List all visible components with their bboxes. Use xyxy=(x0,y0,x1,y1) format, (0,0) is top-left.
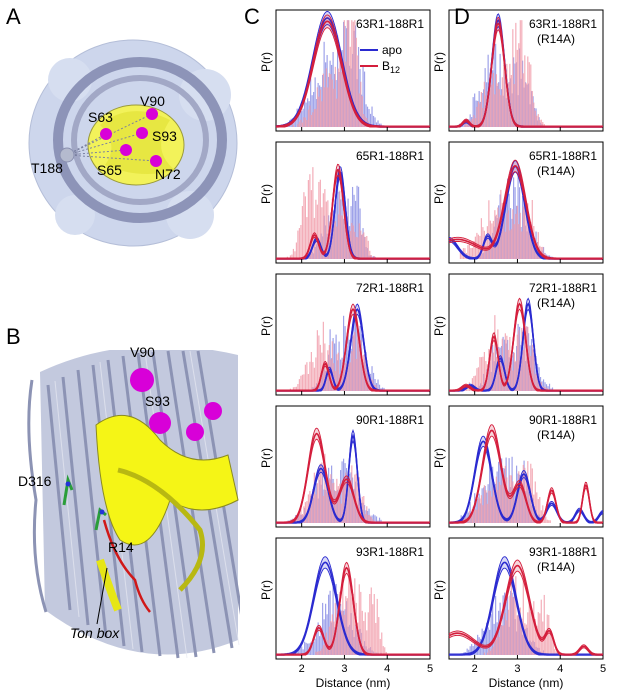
y-axis-label: P(r) xyxy=(432,580,446,600)
apo-fit-line xyxy=(449,445,604,524)
chart-frame xyxy=(275,141,431,264)
x-axis-label: Distance (nm) xyxy=(316,676,391,690)
panel-label-c: C xyxy=(244,4,260,29)
b12-fit-line xyxy=(449,435,603,524)
label-ton-box-b: Ton box xyxy=(70,625,120,641)
chart-subtitle: (R14A) xyxy=(537,32,575,46)
label-s65-a: S65 xyxy=(97,162,122,178)
chart-panel: 72R1-188R1(R14A) P(r) xyxy=(432,273,604,396)
chart-subtitle: (R14A) xyxy=(537,164,575,178)
chart-panel: 65R1-188R1 P(r) xyxy=(259,141,431,264)
b12-fit-line xyxy=(276,438,430,524)
label-d316-b: D316 xyxy=(18,473,52,489)
chart-frame xyxy=(275,273,431,396)
chart-panel: 63R1-188R1 P(r) xyxy=(259,9,431,132)
structure-b-image xyxy=(27,350,240,659)
chart-subtitle: (R14A) xyxy=(537,428,575,442)
y-axis-label: P(r) xyxy=(432,316,446,336)
panel-label-b: B xyxy=(6,324,21,349)
legend-b12-label: B12 xyxy=(382,59,400,75)
chart-panel: 72R1-188R1 P(r) xyxy=(259,273,431,396)
x-tick-label: 2 xyxy=(472,663,478,675)
structure-a-image xyxy=(28,39,238,247)
chart-frame xyxy=(448,405,604,528)
chart-subtitle: (R14A) xyxy=(537,560,575,574)
chart-title: 63R1-188R1 xyxy=(529,17,597,31)
legend-b12-subscript: 12 xyxy=(390,65,400,75)
y-axis-label: P(r) xyxy=(432,52,446,72)
b12-fit-line xyxy=(448,559,603,655)
chart-panel: 93R1-188R1 P(r) 2 3 4 5 Distance (nm) xyxy=(259,537,433,690)
b12-fit-line xyxy=(448,564,603,656)
b12-fit-line xyxy=(448,570,603,656)
b12-fit-line xyxy=(448,171,603,260)
label-s63-a: S63 xyxy=(88,109,113,125)
x-axis-label: Distance (nm) xyxy=(489,676,564,690)
chart-frame xyxy=(275,537,431,660)
chart-frame xyxy=(448,141,604,264)
chart-panel: 90R1-188R1 P(r) xyxy=(259,405,431,528)
y-axis-label: P(r) xyxy=(259,52,273,72)
label-s93-a: S93 xyxy=(152,128,177,144)
chart-panel: 65R1-188R1(R14A) P(r) xyxy=(432,141,604,264)
apo-fit-line xyxy=(449,567,603,656)
chart-title: 72R1-188R1 xyxy=(356,281,424,295)
chart-subtitle: (R14A) xyxy=(537,296,575,310)
chart-title: 93R1-188R1 xyxy=(529,545,597,559)
chart-panel: 90R1-188R1(R14A) P(r) xyxy=(432,405,604,528)
label-s93-b: S93 xyxy=(145,393,170,409)
label-t188-a: T188 xyxy=(31,160,63,176)
chart-frame xyxy=(448,273,604,396)
chart-title: 90R1-188R1 xyxy=(529,413,597,427)
chart-panel: 63R1-188R1(R14A) P(r) xyxy=(432,9,604,132)
label-n72-a: N72 xyxy=(155,166,181,182)
x-tick-label: 5 xyxy=(427,663,433,675)
y-axis-label: P(r) xyxy=(259,580,273,600)
panel-label-d: D xyxy=(454,4,470,29)
y-axis-label: P(r) xyxy=(432,448,446,468)
y-axis-label: P(r) xyxy=(259,316,273,336)
chart-frame xyxy=(448,537,604,660)
legend-b12-base: B xyxy=(382,59,390,73)
x-tick-label: 5 xyxy=(600,663,606,675)
chart-title: 93R1-188R1 xyxy=(356,545,424,559)
x-tick-label: 3 xyxy=(514,663,520,675)
distance-distribution-charts: 63R1-188R1 P(r) 65R1-188R1 P(r) 72R1-188R1 P(… xyxy=(259,9,606,690)
chart-title: 63R1-188R1 xyxy=(356,17,424,31)
x-tick-label: 4 xyxy=(384,663,390,675)
b12-fit-line xyxy=(276,303,430,391)
x-tick-label: 3 xyxy=(341,663,347,675)
x-tick-label: 4 xyxy=(557,663,563,675)
y-axis-label: P(r) xyxy=(259,448,273,468)
chart-frame xyxy=(275,405,431,528)
label-r14-b: R14 xyxy=(108,539,134,555)
chart-title: 90R1-188R1 xyxy=(356,413,424,427)
y-axis-label: P(r) xyxy=(432,184,446,204)
legend-apo-label: apo xyxy=(382,43,402,57)
b12-fit-line xyxy=(276,27,430,128)
chart-title: 72R1-188R1 xyxy=(529,281,597,295)
label-v90-b: V90 xyxy=(130,344,155,360)
y-axis-label: P(r) xyxy=(259,184,273,204)
chart-title: 65R1-188R1 xyxy=(356,149,424,163)
b12-fit-line xyxy=(449,429,603,524)
b12-fit-line xyxy=(449,16,603,127)
chart-frame xyxy=(448,9,604,132)
label-v90-a: V90 xyxy=(140,93,165,109)
chart-title: 65R1-188R1 xyxy=(529,149,597,163)
apo-fit-line xyxy=(449,440,604,524)
chart-frame xyxy=(275,9,431,132)
chart-panel: 93R1-188R1(R14A) P(r) 2 3 4 5 Distance (nm) xyxy=(432,537,606,690)
panel-label-a: A xyxy=(6,4,21,29)
legend: apo B12 xyxy=(360,43,402,75)
x-tick-label: 2 xyxy=(299,663,305,675)
